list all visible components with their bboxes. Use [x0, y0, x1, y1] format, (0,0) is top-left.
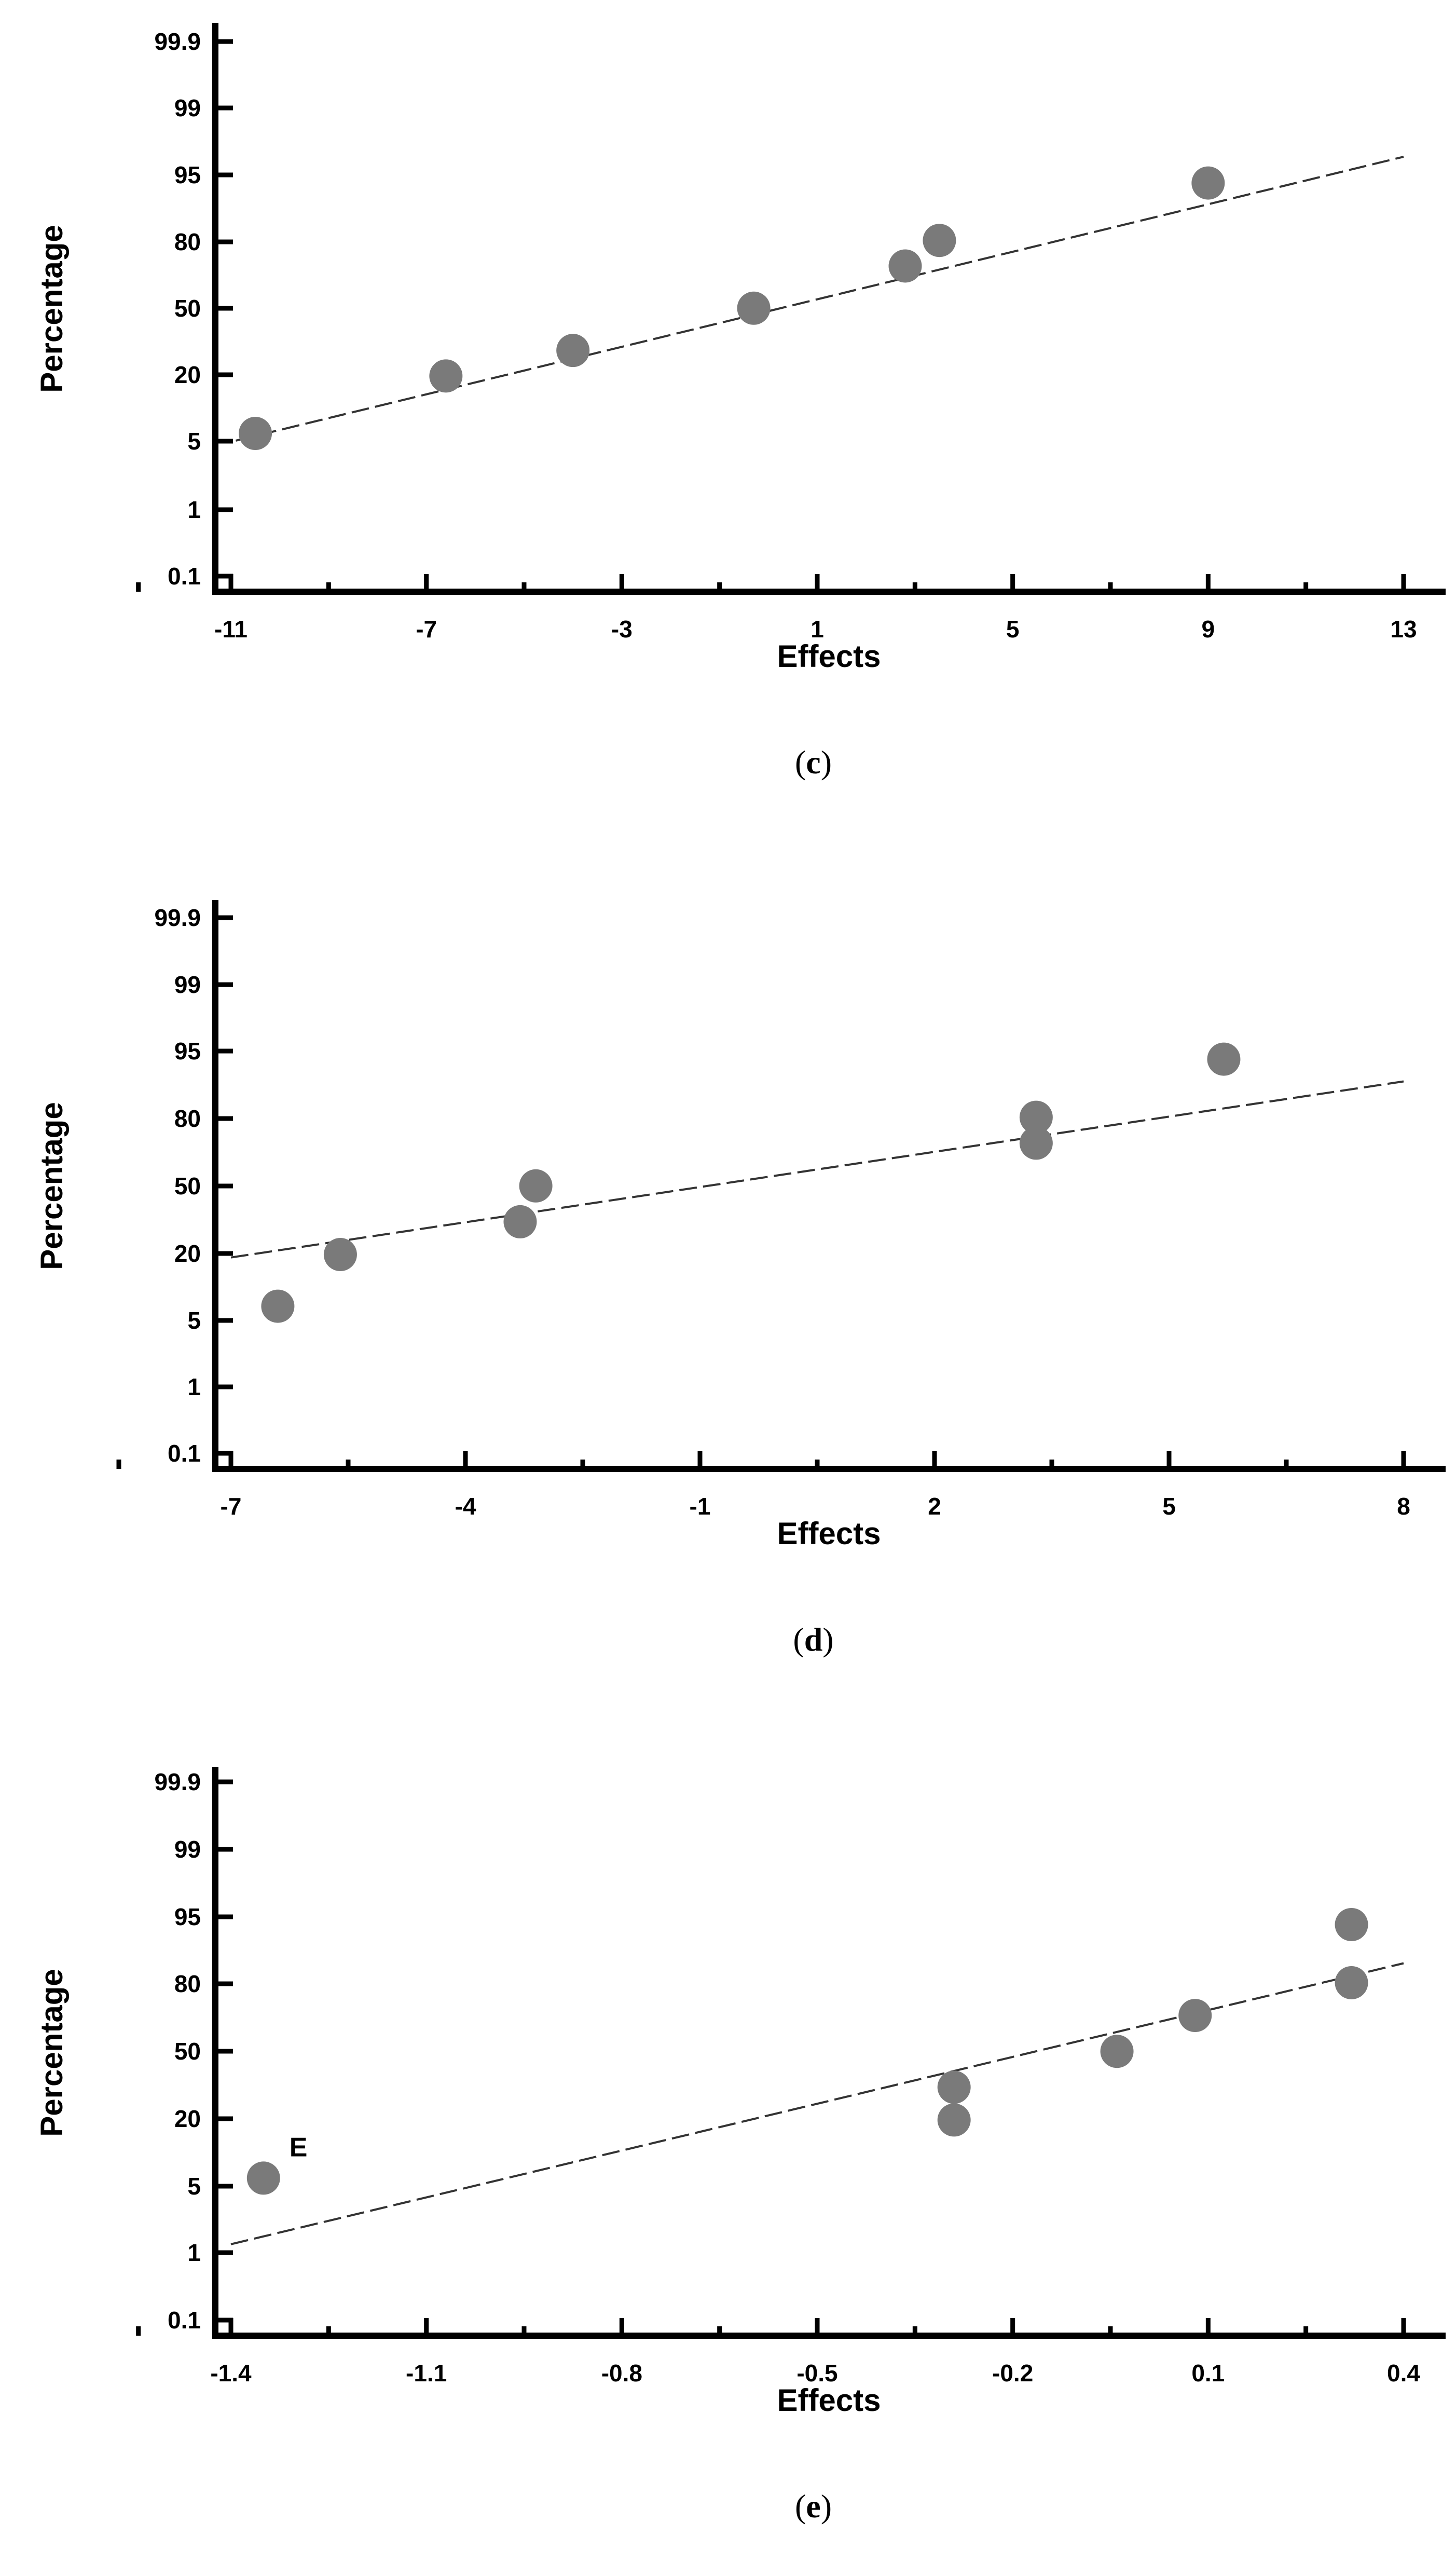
y-tick-label: 95: [174, 161, 201, 188]
y-tick-label: 50: [174, 2038, 201, 2065]
x-tick-label: 2: [928, 1493, 941, 1520]
data-point: [556, 334, 590, 367]
y-tick-label: 99: [174, 1836, 201, 1863]
y-tick-label: 0.1: [168, 563, 201, 590]
y-tick-label: 95: [174, 1903, 201, 1930]
data-point: [503, 1205, 537, 1238]
x-tick-label: 0.4: [1387, 2360, 1420, 2387]
data-point: [519, 1169, 553, 1203]
y-tick-label: 99.9: [154, 28, 201, 55]
x-tick-label: 9: [1202, 616, 1215, 643]
data-point: [937, 2070, 971, 2104]
y-tick-label: 0.1: [168, 1440, 201, 1467]
x-tick-label: 5: [1006, 616, 1020, 643]
data-point: [1178, 1999, 1212, 2033]
data-point: [1019, 1126, 1053, 1160]
y-tick-label: 80: [174, 1970, 201, 1997]
y-tick-label: 80: [174, 228, 201, 255]
data-point: [1191, 166, 1225, 200]
x-axis-title: Effects: [777, 1516, 881, 1551]
chart-panel-e: 0.1 1 5 20 50 80 95 99 99.9 -1.4 -1.1 -0.8 -0.5 -0.2 0…: [34, 1767, 1446, 2525]
data-point: [737, 291, 771, 325]
data-point: [246, 2161, 280, 2195]
x-tick-label: -7: [221, 1493, 242, 1520]
y-tick-label: 20: [174, 361, 201, 388]
y-tick-label: 1: [187, 1373, 201, 1400]
x-tick-label: -0.2: [992, 2360, 1033, 2387]
x-tick-label: -7: [416, 616, 437, 643]
y-tick-label: 50: [174, 1173, 201, 1199]
data-point: [1335, 1966, 1368, 1999]
data-point-label: E: [290, 2132, 308, 2162]
y-tick-label: 99: [174, 971, 201, 998]
x-axis-title: Effects: [777, 639, 881, 674]
y-tick-label: 99.9: [154, 904, 201, 931]
fit-line: [230, 1080, 1404, 1259]
x-tick-label: 5: [1162, 1493, 1176, 1520]
panel-caption: (c): [795, 744, 832, 781]
data-point: [937, 2103, 971, 2137]
y-tick-label: 1: [187, 2239, 201, 2266]
data-point: [888, 249, 922, 283]
y-axis-title: Percentage: [34, 225, 69, 393]
data-point: [1019, 1100, 1053, 1134]
panel-caption-letter: d: [804, 1621, 823, 1658]
data-point: [323, 1238, 357, 1272]
y-tick-label: 5: [187, 428, 201, 455]
x-tick-label: -11: [214, 616, 248, 643]
fit-line: [230, 1962, 1404, 2245]
chart-panel-d: 0.1 1 5 20 50 80 95 99 99.9 -7 -4 -1 2 5 8 Effects Perce…: [34, 900, 1446, 1658]
panel-caption-letter: c: [806, 744, 820, 781]
x-tick-label: -1.4: [210, 2360, 252, 2387]
x-tick-label: 1: [811, 616, 824, 643]
x-axis-title: Effects: [777, 2383, 881, 2418]
data-point: [1100, 2035, 1134, 2068]
x-tick-label: 0.1: [1191, 2360, 1225, 2387]
x-tick-label: -1: [690, 1493, 711, 1520]
y-axis-title: Percentage: [34, 1969, 69, 2137]
y-tick-label: 5: [187, 2173, 201, 2200]
y-tick-label: 20: [174, 1240, 201, 1267]
chart-panel-c: 0.1 1 5 20 50 80 95 99 99.9 -11 -7 -3 1 5 9 13 Effects Pe…: [34, 23, 1446, 781]
x-tick-label: -1.1: [406, 2360, 447, 2387]
y-tick-label: 50: [174, 295, 201, 322]
data-point: [261, 1289, 295, 1323]
y-tick-label: 95: [174, 1038, 201, 1065]
y-tick-label: 99: [174, 94, 201, 121]
y-tick-label: 5: [187, 1307, 201, 1334]
y-tick-label: 1: [187, 496, 201, 523]
data-point: [429, 359, 463, 393]
y-tick-label: 99.9: [154, 1768, 201, 1795]
panel-caption: (d): [793, 1621, 833, 1658]
x-tick-label: -4: [455, 1493, 476, 1520]
y-axis-title: Percentage: [34, 1102, 69, 1270]
y-tick-label: 20: [174, 2105, 201, 2132]
data-point: [1207, 1042, 1241, 1076]
y-tick-label: 80: [174, 1105, 201, 1132]
fit-line: [235, 156, 1404, 442]
x-tick-label: -3: [611, 616, 633, 643]
panel-caption: (e): [795, 2488, 832, 2525]
data-point: [1335, 1907, 1368, 1941]
x-tick-label: -0.5: [796, 2360, 837, 2387]
x-tick-label: 8: [1397, 1493, 1410, 1520]
data-point: [923, 224, 956, 257]
y-tick-label: 0.1: [168, 2307, 201, 2334]
panel-caption-letter: e: [806, 2488, 820, 2525]
data-point: [239, 417, 272, 451]
x-tick-label: -0.8: [601, 2360, 642, 2387]
x-tick-label: 13: [1390, 616, 1417, 643]
